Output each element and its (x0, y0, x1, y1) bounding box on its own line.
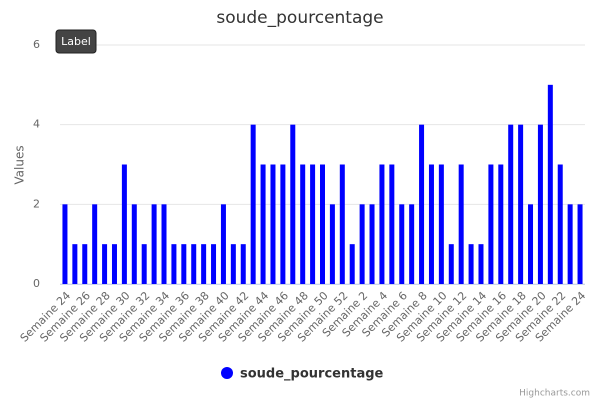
bar (280, 164, 286, 284)
bar (320, 164, 325, 284)
bar (399, 204, 405, 284)
bar (369, 204, 375, 284)
bar (537, 124, 543, 285)
bar (151, 204, 157, 284)
bar (161, 204, 167, 284)
bar (121, 164, 127, 284)
bar (92, 204, 98, 284)
bar (488, 164, 494, 284)
legend-marker (221, 367, 233, 379)
y-axis-label: Values (13, 145, 27, 184)
bar (250, 124, 256, 285)
bar (349, 244, 355, 284)
bar (329, 204, 335, 284)
bar (577, 204, 583, 284)
tooltip-box (55, 29, 97, 54)
bar (389, 164, 395, 284)
bar (300, 164, 306, 284)
bar (220, 204, 226, 284)
bar (428, 164, 434, 284)
bar (508, 124, 514, 285)
bar (72, 244, 78, 284)
bar (458, 164, 464, 284)
bar (310, 164, 316, 284)
bar (211, 244, 217, 284)
bar (230, 244, 236, 284)
y-tick-label: 4 (33, 118, 40, 131)
credits: Highcharts.com (519, 389, 590, 399)
tooltip: Label (55, 29, 97, 54)
bar (557, 164, 563, 284)
bar (181, 244, 187, 284)
bar (339, 164, 345, 284)
bar (191, 244, 197, 284)
legend-label: soude_pourcentage (240, 367, 384, 382)
bar (478, 244, 484, 284)
bar (270, 164, 276, 284)
chart-title: soude_pourcentage (216, 8, 383, 28)
bar (419, 124, 425, 285)
bar (260, 164, 266, 284)
y-tick-label: 2 (33, 197, 40, 210)
bar (547, 84, 553, 284)
y-tick-label: 6 (33, 38, 40, 51)
bar (131, 204, 137, 284)
bar (102, 244, 108, 284)
bar (468, 244, 474, 284)
bar (359, 204, 365, 284)
bar (528, 204, 534, 284)
bar (82, 244, 88, 284)
bar (290, 124, 296, 285)
bar (111, 244, 117, 284)
bar (567, 204, 573, 284)
y-tick-label: 0 (33, 277, 40, 290)
tooltip-text: Label (61, 35, 91, 48)
bar (201, 244, 207, 284)
bar (409, 204, 415, 284)
bar (379, 164, 385, 284)
bar (141, 244, 147, 284)
bar (448, 244, 454, 284)
bar (171, 244, 177, 284)
bar (240, 244, 246, 284)
bar (498, 164, 504, 284)
bar (438, 164, 444, 284)
bar (518, 124, 524, 285)
bar (62, 204, 68, 284)
